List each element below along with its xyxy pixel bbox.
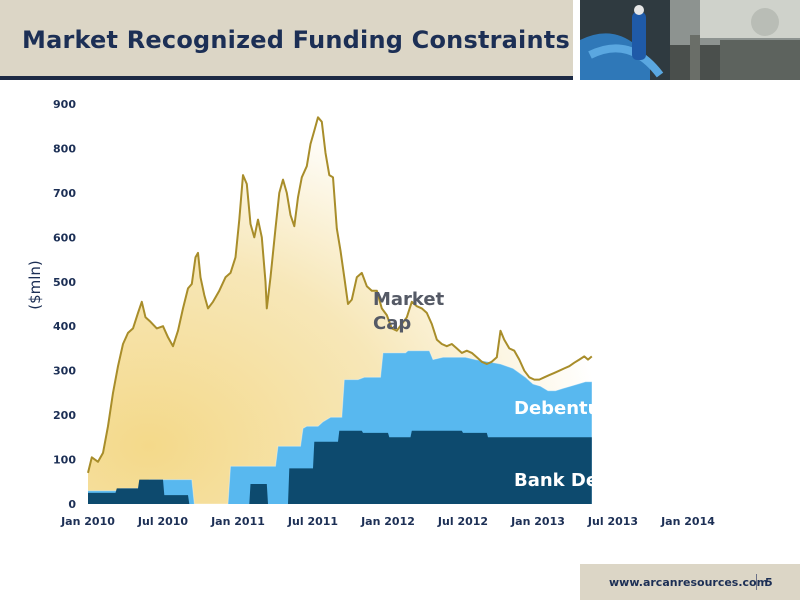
y-tick-label: 400 bbox=[53, 320, 76, 333]
y-axis-ticks: 0 100 200 300 400 500 600 700 800 900 bbox=[53, 98, 76, 511]
page-number: 5 bbox=[765, 576, 773, 589]
x-tick-label: Jan 2012 bbox=[360, 515, 415, 528]
y-tick-label: 900 bbox=[53, 98, 76, 111]
x-tick-label: Jul 2012 bbox=[437, 515, 488, 528]
annotation-market-cap-line2: Cap bbox=[373, 313, 411, 334]
y-tick-label: 800 bbox=[53, 142, 76, 155]
y-tick-label: 100 bbox=[53, 454, 76, 467]
market-cap-line bbox=[87, 116, 593, 474]
footer-band bbox=[580, 564, 800, 600]
y-tick-label: 200 bbox=[53, 409, 76, 422]
header-band bbox=[0, 0, 573, 76]
annotation-bank-debt: Bank Debt bbox=[514, 470, 620, 491]
y-axis-label: ($mln) bbox=[26, 260, 44, 310]
series-layer bbox=[87, 116, 593, 505]
debentures-edge bbox=[88, 350, 592, 505]
y-tick-label: 0 bbox=[68, 498, 76, 511]
annotation-debentures: Debentures bbox=[514, 398, 632, 419]
footer-separator bbox=[756, 574, 757, 590]
annotation-market-cap-line1: Market bbox=[373, 289, 445, 310]
bank-debt-area bbox=[88, 430, 592, 504]
x-tick-label: Jan 2010 bbox=[60, 515, 115, 528]
x-tick-label: Jul 2010 bbox=[137, 515, 188, 528]
x-tick-label: Jan 2011 bbox=[210, 515, 265, 528]
y-tick-label: 600 bbox=[53, 231, 76, 244]
footer-url[interactable]: www.arcanresources.com bbox=[609, 576, 769, 589]
slide-title: Market Recognized Funding Constraints bbox=[22, 26, 570, 54]
x-tick-label: Jan 2014 bbox=[660, 515, 715, 528]
header-photo bbox=[580, 0, 800, 80]
x-tick-label: Jul 2013 bbox=[587, 515, 638, 528]
header-rule bbox=[0, 76, 573, 80]
x-axis-ticks: Jan 2010 Jul 2010 Jan 2011 Jul 2011 Jan 2012… bbox=[60, 515, 715, 528]
y-tick-label: 300 bbox=[53, 365, 76, 378]
y-tick-label: 500 bbox=[53, 276, 76, 289]
x-tick-label: Jan 2013 bbox=[510, 515, 565, 528]
x-tick-label: Jul 2011 bbox=[287, 515, 338, 528]
y-tick-label: 700 bbox=[53, 187, 76, 200]
